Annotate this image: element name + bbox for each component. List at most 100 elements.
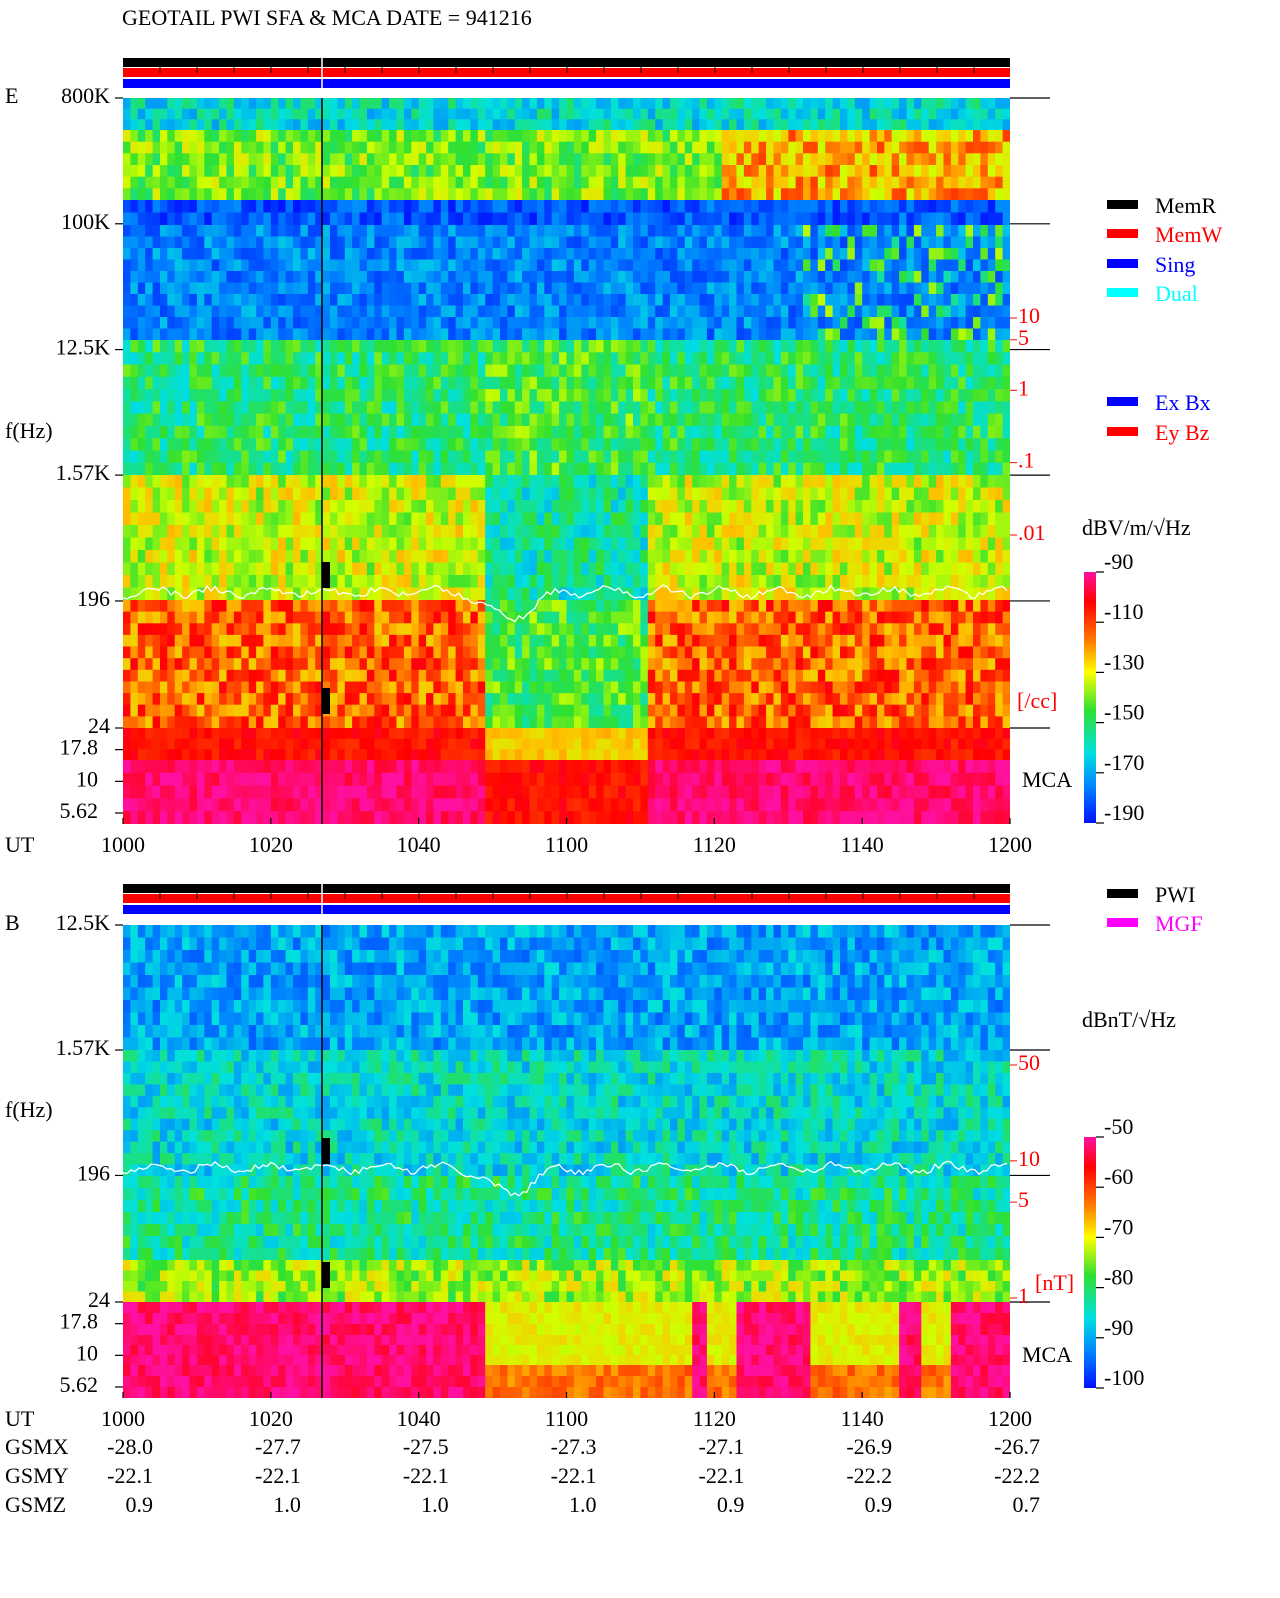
spectrogram-cell <box>736 475 745 489</box>
spectrogram-cell <box>352 562 361 576</box>
spectrogram-cell <box>640 200 649 214</box>
spectrogram-cell <box>219 212 228 226</box>
spectrogram-cell <box>913 98 922 110</box>
spectrogram-cell <box>884 236 893 249</box>
spectrogram-cell <box>995 537 1004 551</box>
spectrogram-cell <box>987 176 996 189</box>
spectrogram-cell <box>204 141 213 154</box>
spectrogram-cell <box>123 389 131 402</box>
spectrogram-cell <box>803 259 811 272</box>
spectrogram-cell <box>958 328 967 341</box>
spectrogram-cell <box>152 282 161 295</box>
spectrogram-cell <box>943 130 952 143</box>
spectrogram-cell <box>943 317 952 330</box>
spectrogram-cell <box>544 475 553 489</box>
spectrogram-cell <box>625 389 634 402</box>
spectrogram-cell <box>470 328 479 341</box>
spectrogram-cell <box>891 389 900 402</box>
spectrogram-cell <box>714 425 723 439</box>
spectrogram-cell <box>980 259 989 272</box>
spectrogram-cell <box>204 294 213 307</box>
spectrogram-cell <box>551 537 560 551</box>
spectrogram-cell <box>433 141 442 154</box>
spectrogram-cell <box>167 305 176 318</box>
spectrogram-cell <box>470 487 479 501</box>
spectrogram-cell <box>256 500 265 514</box>
spectrogram-cell <box>174 176 183 189</box>
spectrogram-cell <box>485 153 494 166</box>
spectrogram-cell <box>160 352 168 366</box>
spectrogram-cell <box>130 438 139 452</box>
spectrogram-cell <box>418 500 427 514</box>
spectrogram-cell <box>233 389 242 402</box>
spectrogram-cell <box>670 487 678 501</box>
spectrogram-cell <box>743 525 752 539</box>
spectrogram-cell <box>699 282 708 295</box>
spectrogram-cell <box>810 475 819 489</box>
spectrogram-cell <box>189 294 198 307</box>
spectrogram-cell <box>285 401 294 415</box>
spectrogram-cell <box>795 450 804 464</box>
spectrogram-cell <box>773 212 782 226</box>
spectrogram-cell <box>928 98 937 110</box>
spectrogram-cell <box>522 153 531 166</box>
spectrogram-cell <box>522 305 531 318</box>
spectrogram-cell <box>1002 317 1010 330</box>
spectrogram-cell <box>766 153 775 166</box>
spectrogram-cell <box>625 475 634 489</box>
spectrogram-cell <box>344 188 353 201</box>
spectrogram-cell <box>943 376 952 390</box>
spectrogram-cell <box>315 317 324 330</box>
spectrogram-cell <box>492 438 501 452</box>
spectrogram-cell <box>847 141 856 154</box>
spectrogram-cell <box>618 550 627 564</box>
spectrogram-cell <box>433 200 442 214</box>
spectrogram-cell <box>440 475 449 489</box>
spectrogram-cell <box>300 165 309 178</box>
spectrogram-cell <box>278 188 287 201</box>
spectrogram-cell <box>810 389 819 402</box>
spectrogram-cell <box>877 364 885 378</box>
spectrogram-cell <box>507 450 516 464</box>
spectrogram-cell <box>677 352 686 366</box>
spectrogram-cell <box>411 438 420 452</box>
spectrogram-cell <box>536 212 545 226</box>
spectrogram-cell <box>936 537 945 551</box>
spectrogram-cell <box>751 401 760 415</box>
spectrogram-cell <box>330 188 338 201</box>
spectrogram-cell <box>596 328 605 341</box>
spectrogram-cell <box>322 305 331 318</box>
spectrogram-cell <box>492 340 501 353</box>
spectrogram-cell <box>965 259 974 272</box>
spectrogram-cell <box>152 364 161 378</box>
spectrogram-cell <box>426 450 435 464</box>
spectrogram-cell <box>633 294 641 307</box>
spectrogram-cell <box>995 475 1004 489</box>
spectrogram-cell <box>869 98 878 110</box>
spectrogram-cell <box>810 317 819 330</box>
spectrogram-cell <box>403 475 412 489</box>
spectrogram-cell <box>322 294 331 307</box>
spectrogram-cell <box>928 438 937 452</box>
spectrogram-cell <box>285 108 294 120</box>
spectrogram-cell <box>145 475 154 489</box>
spectrogram-cell <box>958 364 967 378</box>
spectrogram-cell <box>692 475 701 489</box>
spectrogram-cell <box>573 259 582 272</box>
spectrogram-cell <box>1002 188 1010 201</box>
spectrogram-cell <box>995 119 1004 131</box>
spectrogram-cell <box>270 153 279 166</box>
spectrogram-cell <box>307 141 316 154</box>
spectrogram-cell <box>130 165 139 178</box>
spectrogram-cell <box>470 500 479 514</box>
spectrogram-cell <box>573 271 582 284</box>
spectrogram-cell <box>123 98 131 110</box>
spectrogram-cell <box>522 364 531 378</box>
spectrogram-cell <box>374 130 383 143</box>
spectrogram-cell <box>219 401 228 415</box>
spectrogram-cell <box>647 389 656 402</box>
spectrogram-cell <box>285 282 294 295</box>
spectrogram-cell <box>145 108 154 120</box>
spectrogram-cell <box>196 475 205 489</box>
spectrogram-cell <box>477 401 486 415</box>
